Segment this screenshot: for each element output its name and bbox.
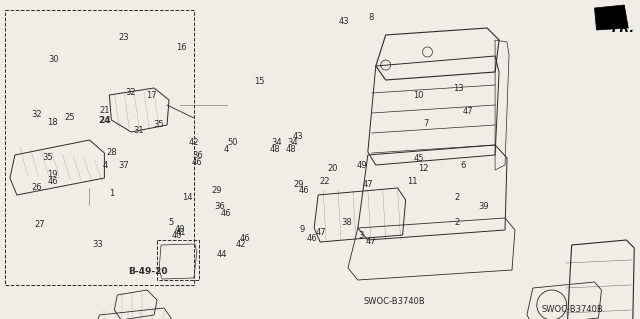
Text: 11: 11 [407, 177, 417, 186]
Text: 37: 37 [118, 161, 129, 170]
Text: 41: 41 [176, 228, 187, 237]
Text: FR.: FR. [611, 22, 634, 35]
Text: 23: 23 [119, 33, 129, 42]
Text: B-49-20: B-49-20 [128, 267, 168, 276]
Text: 42: 42 [236, 241, 246, 249]
Text: 9: 9 [300, 225, 305, 234]
Text: 49: 49 [356, 161, 367, 170]
Text: 2: 2 [454, 218, 460, 227]
Text: 15: 15 [254, 77, 265, 86]
Text: 19: 19 [47, 170, 58, 179]
Text: 48: 48 [269, 145, 280, 154]
Text: 16: 16 [176, 43, 187, 52]
Text: 46: 46 [239, 234, 250, 243]
Text: 42: 42 [189, 138, 199, 147]
Text: 18: 18 [47, 118, 58, 127]
Text: 30: 30 [49, 55, 60, 63]
Text: 4: 4 [223, 145, 228, 154]
Text: 35: 35 [154, 120, 164, 129]
Text: 47: 47 [316, 228, 326, 237]
Bar [5, 10, 194, 285]
Text: 33: 33 [92, 240, 103, 249]
Text: 21: 21 [100, 106, 110, 115]
Text: 36: 36 [214, 202, 225, 211]
Text: 27: 27 [35, 220, 45, 229]
Text: 48: 48 [286, 145, 297, 154]
Text: SWOC-B3740B: SWOC-B3740B [364, 297, 426, 306]
Text: 32: 32 [31, 110, 42, 119]
Text: 32: 32 [125, 88, 136, 97]
Text: 50: 50 [227, 138, 237, 147]
Text: 1: 1 [109, 189, 114, 198]
Text: 47: 47 [362, 180, 373, 189]
Text: 31: 31 [133, 126, 144, 135]
Text: 43: 43 [339, 17, 349, 26]
Text: 43: 43 [292, 132, 303, 141]
Text: 7: 7 [424, 119, 429, 128]
Text: SWOC-B3740B: SWOC-B3740B [542, 305, 604, 314]
Text: 20: 20 [328, 164, 338, 173]
Text: 13: 13 [452, 84, 463, 93]
Text: 26: 26 [31, 183, 42, 192]
Text: 12: 12 [418, 164, 428, 173]
Text: 24: 24 [99, 116, 111, 125]
Text: 25: 25 [64, 113, 75, 122]
Text: 46: 46 [221, 209, 231, 218]
Text: 46: 46 [299, 186, 309, 195]
Text: 29: 29 [294, 180, 304, 189]
Text: 46: 46 [307, 234, 317, 243]
Text: 8: 8 [368, 13, 374, 22]
Text: 46: 46 [192, 158, 202, 167]
Text: 46: 46 [47, 177, 58, 186]
Text: 40: 40 [172, 231, 182, 240]
Text: 35: 35 [42, 153, 53, 162]
Text: 38: 38 [341, 218, 352, 227]
Text: 34: 34 [271, 138, 282, 147]
Text: 10: 10 [413, 91, 424, 100]
Text: 39: 39 [478, 202, 489, 211]
Text: 47: 47 [462, 107, 473, 115]
Text: 34: 34 [287, 138, 298, 147]
Text: 14: 14 [182, 193, 193, 202]
Polygon shape [595, 5, 628, 30]
Text: 2: 2 [454, 193, 460, 202]
Text: 47: 47 [365, 237, 376, 246]
Text: 40: 40 [175, 225, 186, 234]
Text: 44: 44 [216, 250, 227, 259]
Text: 22: 22 [319, 177, 330, 186]
Text: 36: 36 [192, 151, 203, 160]
Text: 3: 3 [358, 231, 364, 240]
Text: 45: 45 [413, 154, 424, 163]
Bar [157, 240, 199, 280]
Text: 6: 6 [461, 161, 466, 170]
Text: 5: 5 [168, 218, 173, 227]
Text: 17: 17 [146, 91, 157, 100]
Text: 29: 29 [211, 186, 221, 195]
Text: 28: 28 [106, 148, 116, 157]
Text: 4: 4 [102, 161, 108, 170]
